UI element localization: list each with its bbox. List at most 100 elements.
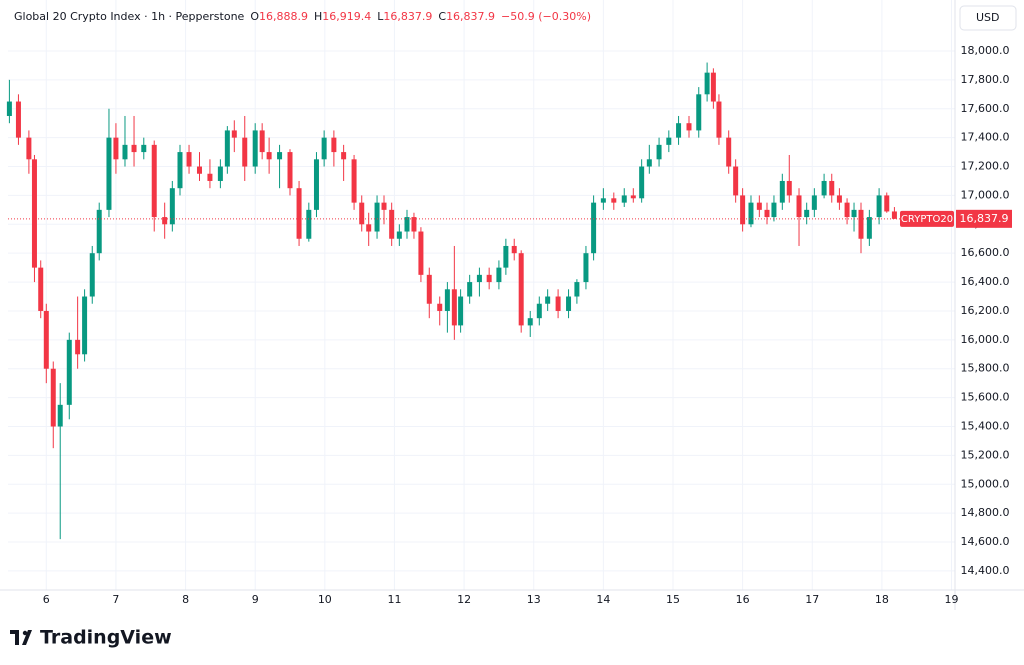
candle-body (458, 296, 464, 326)
candle-body (374, 202, 380, 232)
candle-body (496, 267, 502, 283)
logo (10, 630, 32, 645)
candle-body (858, 209, 864, 239)
candle-body (321, 137, 327, 160)
candle-body (266, 152, 272, 160)
legend: Global 20 Crypto Index · 1h · Pepperston… (14, 10, 591, 23)
candle-body (844, 202, 850, 218)
candle-body (527, 318, 533, 326)
candle-body (231, 130, 237, 138)
candle-body (224, 130, 230, 167)
candle-body (389, 209, 395, 239)
candle-body (476, 274, 482, 283)
y-tick-label: 14,400.0 (961, 564, 1010, 577)
candle-body (177, 152, 183, 189)
candle-body (771, 202, 777, 218)
candle-body (611, 198, 617, 203)
candle-body (242, 137, 248, 167)
x-tick-label: 11 (387, 593, 401, 606)
x-tick-label: 6 (43, 593, 50, 606)
candle-body (50, 368, 56, 427)
candle-body (366, 224, 372, 232)
y-tick-label: 14,600.0 (961, 535, 1010, 548)
candle-body (821, 180, 827, 196)
candle-body (891, 211, 897, 219)
y-tick-label: 16,000.0 (961, 333, 1010, 346)
candle-body (57, 404, 63, 427)
legend-value: 16,888.9 (259, 10, 308, 23)
price-tag-label: 16,837.9 (960, 212, 1009, 225)
candle-body (259, 130, 265, 153)
candle-body (351, 159, 357, 203)
candle-body (666, 137, 672, 145)
y-tick-label: 16,400.0 (961, 275, 1010, 288)
y-tick-label: 17,200.0 (961, 160, 1010, 173)
candle-body (38, 267, 44, 311)
candle-body (359, 202, 365, 225)
candle-body (186, 152, 192, 167)
candle-body (566, 296, 572, 311)
candle-body (536, 303, 542, 319)
candle-body (646, 159, 652, 167)
x-tick-label: 14 (596, 593, 610, 606)
candle-body (277, 152, 283, 160)
x-tick-label: 7 (112, 593, 119, 606)
candle-body (404, 217, 410, 232)
candle-body (313, 159, 319, 210)
candle-body (418, 231, 424, 275)
candle-body (162, 217, 168, 225)
legend-value: 16,919.4 (322, 10, 371, 23)
candle-body (866, 217, 872, 239)
candle-body (686, 123, 692, 131)
candle-body (796, 195, 802, 218)
candle-body (884, 195, 890, 212)
candle-body (451, 289, 457, 326)
legend-change: −50.9 (−0.30%) (501, 10, 591, 23)
candle-body (75, 339, 81, 355)
candle-body (444, 289, 450, 311)
currency[interactable]: USD (976, 11, 1000, 24)
candle-body (467, 282, 473, 297)
candle-body (639, 166, 645, 199)
candle-body (66, 339, 72, 405)
candle-body (851, 209, 857, 218)
x-tick-label: 19 (945, 593, 959, 606)
candle-body (96, 209, 102, 254)
candle-body (764, 209, 770, 218)
candle-body (518, 253, 524, 326)
candle-body (217, 166, 223, 181)
candle-body (122, 144, 128, 160)
candle-body (704, 72, 710, 95)
candle-body (113, 137, 119, 160)
candle-body (437, 303, 443, 311)
y-tick-label: 15,200.0 (961, 448, 1010, 461)
legend-value: 16,837.9 (383, 10, 432, 23)
candle-body (331, 137, 337, 153)
legend-title: Global 20 Crypto Index · 1h · Pepperston… (14, 10, 245, 23)
candle-body (555, 296, 561, 311)
candle-body (89, 253, 95, 297)
x-tick-label: 10 (318, 593, 332, 606)
candle-body (82, 296, 88, 355)
legend-key: C (438, 10, 446, 23)
candle-body (621, 195, 627, 203)
x-tick-label: 8 (182, 593, 189, 606)
candle-body (106, 137, 112, 210)
x-tick-label: 13 (527, 593, 541, 606)
candle-body (804, 209, 810, 218)
legend-key: H (314, 10, 322, 23)
y-tick-label: 15,800.0 (961, 362, 1010, 375)
currency-box[interactable] (959, 5, 1017, 31)
logo-dot (22, 630, 28, 636)
candle-body (574, 282, 580, 297)
candle-body (306, 209, 312, 239)
candle-body (15, 101, 21, 138)
legend-value: 16,837.9 (446, 10, 495, 23)
y-tick-label: 15,400.0 (961, 420, 1010, 433)
candle-body (656, 144, 662, 160)
y-tick-label: 17,400.0 (961, 131, 1010, 144)
candle-body (716, 101, 722, 138)
candle-body (381, 202, 387, 210)
